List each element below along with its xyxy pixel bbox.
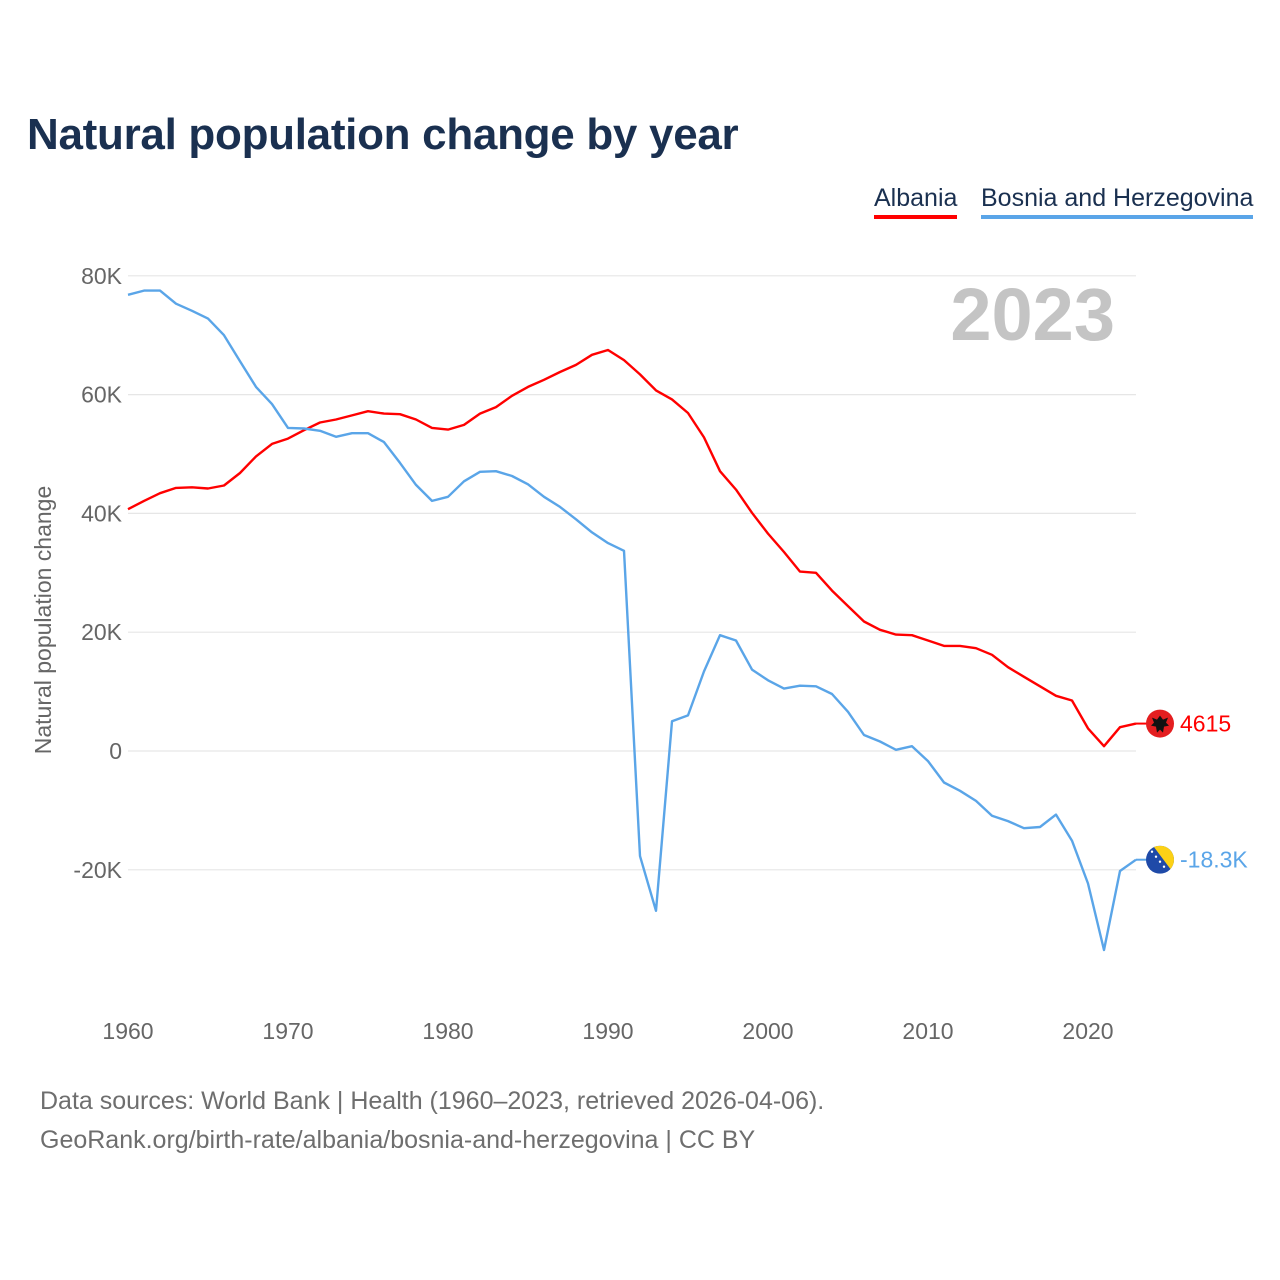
y-tick-label: 40K (81, 500, 123, 526)
x-tick-label: 1970 (262, 1018, 313, 1044)
legend-item-bosnia-and-herzegovina[interactable]: Bosnia and Herzegovina (981, 184, 1254, 219)
albania-flag-icon (1146, 709, 1174, 738)
y-tick-label: 60K (81, 382, 123, 408)
y-tick-label: 0 (109, 738, 122, 764)
x-tick-label: 1980 (422, 1018, 473, 1044)
y-tick-label: 80K (81, 263, 123, 289)
x-tick-label: 1990 (582, 1018, 633, 1044)
footer-sources: Data sources: World Bank | Health (1960–… (40, 1087, 825, 1115)
series-line-albania[interactable] (127, 348, 1137, 748)
end-value-label: -18.3K (1180, 847, 1248, 873)
x-tick-label: 2000 (742, 1018, 793, 1044)
bosnia-flag-icon (1146, 845, 1174, 874)
legend-item-albania[interactable]: Albania (874, 184, 958, 219)
x-tick-label: 1960 (102, 1018, 153, 1044)
series-line-bosnia-and-herzegovina[interactable] (127, 289, 1137, 952)
end-value-label: 4615 (1180, 711, 1231, 737)
x-tick-label: 2010 (902, 1018, 953, 1044)
y-tick-label: 20K (81, 619, 123, 645)
x-tick-label: 2020 (1062, 1018, 1113, 1044)
footer-link[interactable]: GeoRank.org/birth-rate/albania/bosnia-an… (40, 1126, 756, 1154)
y-tick-label: -20K (73, 857, 122, 883)
y-axis-label: Natural population change (30, 486, 56, 755)
chart-title: Natural population change by year (27, 110, 739, 159)
year-watermark: 2023 (950, 273, 1115, 356)
